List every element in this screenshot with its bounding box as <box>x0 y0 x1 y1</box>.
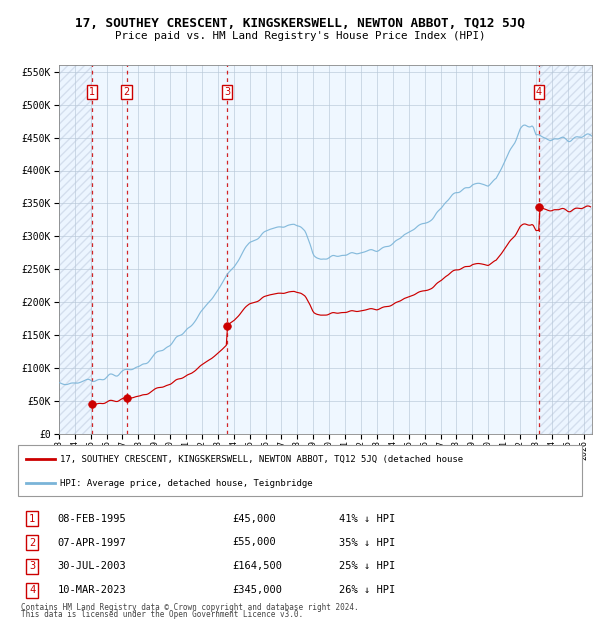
Text: £55,000: £55,000 <box>232 538 276 547</box>
Text: 1: 1 <box>89 87 95 97</box>
Text: 35% ↓ HPI: 35% ↓ HPI <box>340 538 396 547</box>
Text: 07-APR-1997: 07-APR-1997 <box>58 538 126 547</box>
Text: 25% ↓ HPI: 25% ↓ HPI <box>340 561 396 572</box>
Text: 4: 4 <box>29 585 35 595</box>
Bar <box>539 65 592 434</box>
Text: £45,000: £45,000 <box>232 513 276 524</box>
FancyBboxPatch shape <box>18 445 582 496</box>
Text: 08-FEB-1995: 08-FEB-1995 <box>58 513 126 524</box>
Text: £345,000: £345,000 <box>232 585 283 595</box>
Text: 10-MAR-2023: 10-MAR-2023 <box>58 585 126 595</box>
Text: 3: 3 <box>29 561 35 572</box>
Text: 26% ↓ HPI: 26% ↓ HPI <box>340 585 396 595</box>
Bar <box>127 65 227 434</box>
Text: 1: 1 <box>29 513 35 524</box>
Text: 41% ↓ HPI: 41% ↓ HPI <box>340 513 396 524</box>
Text: 4: 4 <box>536 87 542 97</box>
Bar <box>59 65 92 434</box>
Bar <box>227 65 539 434</box>
Text: 2: 2 <box>29 538 35 547</box>
Text: Price paid vs. HM Land Registry's House Price Index (HPI): Price paid vs. HM Land Registry's House … <box>115 31 485 41</box>
Text: 30-JUL-2003: 30-JUL-2003 <box>58 561 126 572</box>
Text: This data is licensed under the Open Government Licence v3.0.: This data is licensed under the Open Gov… <box>21 610 303 619</box>
Text: HPI: Average price, detached house, Teignbridge: HPI: Average price, detached house, Teig… <box>60 479 313 488</box>
Text: £164,500: £164,500 <box>232 561 283 572</box>
Text: 17, SOUTHEY CRESCENT, KINGSKERSWELL, NEWTON ABBOT, TQ12 5JQ (detached house: 17, SOUTHEY CRESCENT, KINGSKERSWELL, NEW… <box>60 455 463 464</box>
Text: 3: 3 <box>224 87 230 97</box>
Text: 17, SOUTHEY CRESCENT, KINGSKERSWELL, NEWTON ABBOT, TQ12 5JQ: 17, SOUTHEY CRESCENT, KINGSKERSWELL, NEW… <box>75 17 525 30</box>
Text: Contains HM Land Registry data © Crown copyright and database right 2024.: Contains HM Land Registry data © Crown c… <box>21 603 359 612</box>
Bar <box>92 65 127 434</box>
Text: 2: 2 <box>124 87 130 97</box>
